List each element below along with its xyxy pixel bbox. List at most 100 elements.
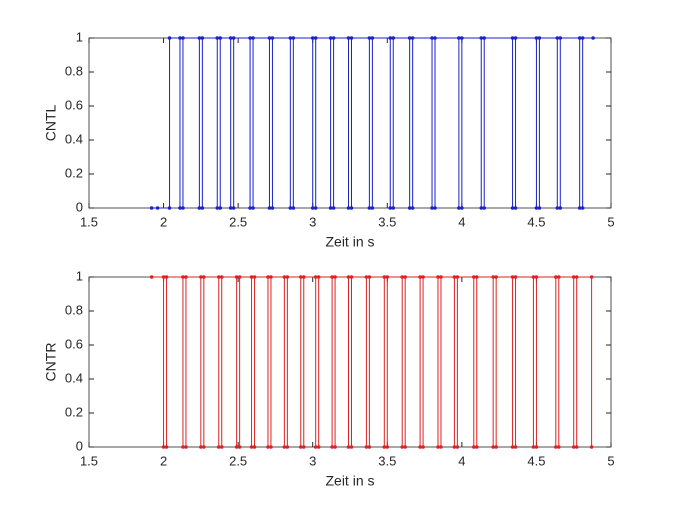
signal-point <box>531 275 536 279</box>
signal-point <box>249 445 254 449</box>
signal-point <box>367 445 372 449</box>
signal-point <box>534 206 539 210</box>
signal-point <box>349 206 354 210</box>
signal-point <box>407 36 412 40</box>
y-tick-label: 1 <box>76 268 83 283</box>
signal-point <box>382 445 387 449</box>
signal-point <box>269 275 273 279</box>
signal-point <box>155 206 160 210</box>
signal-point <box>252 275 257 279</box>
signal-point <box>534 445 539 449</box>
signal-point <box>457 36 461 40</box>
signal-point <box>331 206 336 210</box>
signal-point <box>370 36 375 40</box>
y-tick-label: 0.2 <box>65 404 83 419</box>
signal-point <box>228 36 233 40</box>
signal-point <box>164 275 169 279</box>
signal-point <box>571 445 576 449</box>
signal-point <box>231 36 236 40</box>
signal-point <box>537 36 542 40</box>
signal-point <box>557 445 561 449</box>
axes-box <box>88 276 612 448</box>
signal-point <box>282 275 287 279</box>
signal-point <box>328 206 333 210</box>
signal-point <box>418 275 422 279</box>
x-tick-label: 3 <box>309 453 316 468</box>
signal-point <box>164 445 169 449</box>
signal-point <box>400 275 405 279</box>
x-tick-label: 2.5 <box>229 453 247 468</box>
signal-point <box>216 275 221 279</box>
signal-point <box>270 206 275 210</box>
signal-point <box>418 445 422 449</box>
y-tick-label: 0.8 <box>65 302 83 317</box>
signal-point <box>234 445 239 449</box>
signal-point <box>333 445 337 449</box>
signal-point <box>370 206 375 210</box>
signal-point <box>237 275 242 279</box>
signal-point <box>199 445 203 449</box>
signal-point <box>316 275 321 279</box>
signal-point <box>474 445 479 449</box>
signal-point <box>288 36 293 40</box>
signal-point <box>234 275 239 279</box>
signal-point <box>267 206 272 210</box>
signal-point <box>202 275 206 279</box>
signal-point <box>313 206 318 210</box>
signal-point <box>510 275 515 279</box>
signal-point <box>346 445 351 449</box>
signal-point <box>282 445 287 449</box>
signal-point <box>330 445 334 449</box>
signal-point <box>184 275 188 279</box>
signal-point <box>510 206 515 210</box>
signal-point <box>513 445 518 449</box>
signal-point <box>385 275 390 279</box>
x-tick-label: 1.5 <box>80 214 98 229</box>
signal-point <box>364 445 369 449</box>
signal-point <box>491 275 495 279</box>
y-axis-label: CNTR <box>43 343 59 382</box>
signal-point <box>421 275 425 279</box>
signal-point <box>228 206 233 210</box>
x-tick-label: 3.5 <box>378 214 396 229</box>
signal-point <box>346 206 351 210</box>
signal-point <box>460 206 464 210</box>
signal-point <box>580 36 585 40</box>
signal-point <box>410 206 415 210</box>
signal-point <box>349 275 354 279</box>
signal-point <box>181 445 185 449</box>
signal-point <box>455 445 460 449</box>
signal-point <box>574 275 579 279</box>
signal-point <box>531 445 536 449</box>
signal-point <box>313 36 318 40</box>
signal-point <box>452 445 457 449</box>
y-tick-label: 0.4 <box>65 131 83 146</box>
signal-point <box>439 275 443 279</box>
signal-point <box>510 36 515 40</box>
signal-point <box>218 206 223 210</box>
y-tick-label: 0 <box>76 438 83 453</box>
signal-point <box>471 445 476 449</box>
x-tick-label: 5 <box>607 214 614 229</box>
signal-point <box>433 206 437 210</box>
signal-point <box>580 206 585 210</box>
signal-point <box>231 206 236 210</box>
signal-point <box>491 445 495 449</box>
signal-point <box>400 445 405 449</box>
y-axis-label: CNTL <box>43 105 59 142</box>
signal-point <box>589 445 594 449</box>
signal-point <box>181 206 185 210</box>
x-tick-label: 4.5 <box>527 214 545 229</box>
signal-point <box>474 275 479 279</box>
signal-point <box>181 36 185 40</box>
signal-point <box>215 36 220 40</box>
signal-point <box>430 206 434 210</box>
signal-point <box>577 206 582 210</box>
signal-point <box>200 206 205 210</box>
signal-point <box>298 275 303 279</box>
signal-point <box>555 36 560 40</box>
signal-point <box>574 445 579 449</box>
signal-point <box>200 36 205 40</box>
signal-point <box>385 445 390 449</box>
signal-point <box>316 445 321 449</box>
